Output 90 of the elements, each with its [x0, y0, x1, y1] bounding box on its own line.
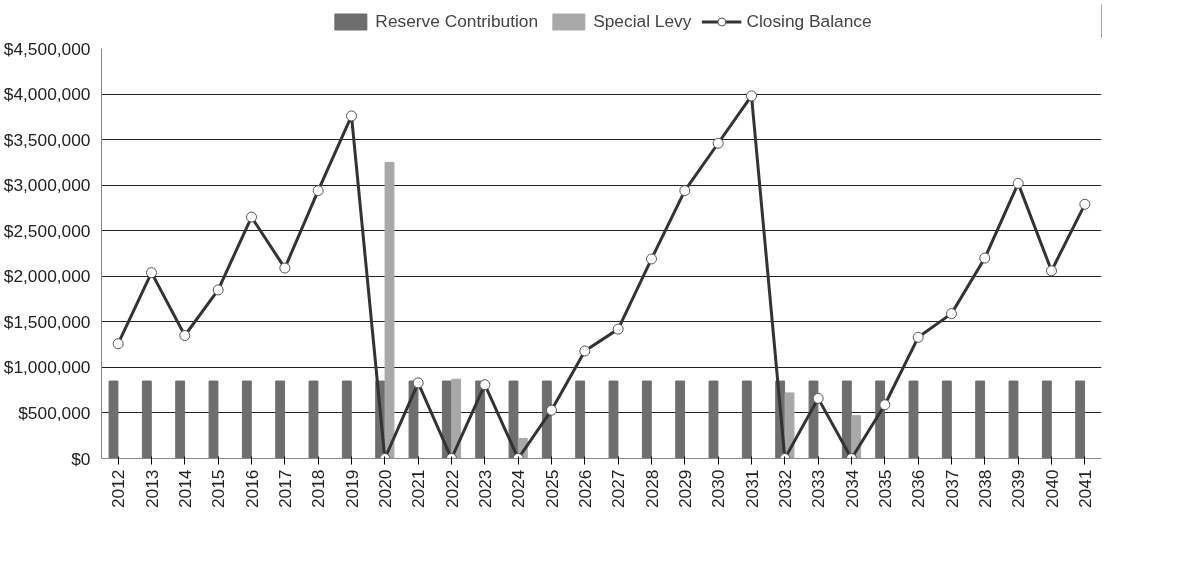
point: [1012, 177, 1024, 189]
x-tick-label: 2015: [208, 469, 229, 509]
y-tick-label: $2,000,000: [3, 266, 91, 287]
point: [946, 308, 957, 320]
x-tick-label: 2033: [808, 469, 829, 509]
bar: [1008, 380, 1019, 459]
x-tick-label: 2024: [508, 469, 529, 509]
x-tick-label: 2014: [174, 469, 195, 509]
bar: [341, 380, 352, 459]
y-tick-label: $4,500,000: [3, 38, 91, 59]
x-tick-label: 2021: [408, 469, 429, 509]
point: [979, 252, 991, 264]
point: [712, 137, 724, 149]
bar: [1041, 380, 1052, 459]
x-tick-label: 2041: [1074, 469, 1095, 509]
point: [479, 379, 491, 391]
legend-label: Closing Balance: [746, 10, 872, 32]
point: [1079, 198, 1091, 210]
bar: [641, 380, 652, 459]
point: [179, 330, 191, 341]
y-tick-label: $1,000,000: [3, 357, 91, 378]
bar: [608, 380, 619, 459]
x-tick-label: 2023: [474, 469, 495, 509]
bar: [141, 380, 152, 459]
point: [612, 323, 624, 335]
y-tick-label: $4,000,000: [3, 84, 91, 105]
y-tick-label: $0: [71, 448, 91, 469]
bar: [741, 380, 752, 459]
x-tick-label: 2028: [641, 469, 662, 509]
point: [1046, 265, 1057, 277]
y-tick-label: $3,000,000: [3, 175, 91, 196]
x-tick-label: 2016: [241, 469, 262, 509]
point: [346, 110, 357, 122]
point: [246, 211, 257, 223]
x-tick-label: 2029: [674, 469, 695, 509]
x-tick-label: 2036: [908, 469, 929, 509]
bar: [241, 380, 252, 459]
point: [412, 377, 424, 389]
x-tick-label: 2039: [1008, 469, 1029, 509]
bar: [108, 380, 119, 459]
bar: [941, 380, 952, 459]
point: [679, 185, 691, 197]
x-tick-label: 2030: [708, 469, 729, 509]
point: [812, 392, 824, 404]
bar: [275, 380, 286, 459]
x-tick-label: 2013: [141, 469, 162, 509]
x-tick-label: 2012: [108, 469, 129, 509]
x-tick-label: 2025: [541, 469, 562, 509]
point: [746, 90, 757, 102]
x-tick-label: 2035: [874, 469, 895, 509]
x-tick-label: 2032: [774, 469, 795, 509]
y-tick-label: $2,500,000: [3, 220, 91, 241]
y-tick-label: $1,500,000: [3, 311, 91, 332]
x-tick-label: 2026: [574, 469, 595, 509]
bar: [308, 380, 319, 459]
bar: [708, 380, 719, 459]
x-tick-label: 2031: [741, 469, 762, 509]
legend-label: Special Levy: [593, 10, 692, 32]
point: [312, 185, 324, 197]
x-tick-label: 2027: [608, 469, 629, 509]
bar: [175, 380, 186, 459]
x-tick-label: 2020: [374, 469, 395, 509]
x-tick-label: 2018: [308, 469, 329, 509]
y-tick-label: $3,500,000: [3, 129, 91, 150]
x-tick-label: 2037: [941, 469, 962, 509]
point: [146, 267, 157, 279]
x-tick-label: 2019: [341, 469, 362, 509]
point: [546, 404, 557, 416]
point: [879, 399, 891, 411]
point: [212, 284, 224, 296]
x-tick-label: 2040: [1041, 469, 1062, 509]
bar: [975, 380, 986, 459]
x-tick-label: 2038: [974, 469, 995, 509]
bar: [208, 380, 219, 459]
bar: [575, 380, 586, 459]
point: [579, 345, 591, 357]
x-tick-label: 2034: [841, 469, 862, 509]
point: [646, 253, 657, 265]
y-tick-label: $500,000: [18, 402, 91, 423]
x-tick-label: 2017: [274, 469, 295, 509]
bar: [908, 380, 919, 459]
legend-label: Reserve Contribution: [375, 10, 539, 32]
bar: [451, 378, 462, 459]
x-tick-label: 2022: [441, 469, 462, 509]
point: [279, 262, 291, 274]
bar: [384, 161, 395, 459]
point: [112, 338, 124, 350]
point: [912, 331, 924, 343]
bar: [675, 380, 686, 459]
bar: [1075, 380, 1086, 459]
